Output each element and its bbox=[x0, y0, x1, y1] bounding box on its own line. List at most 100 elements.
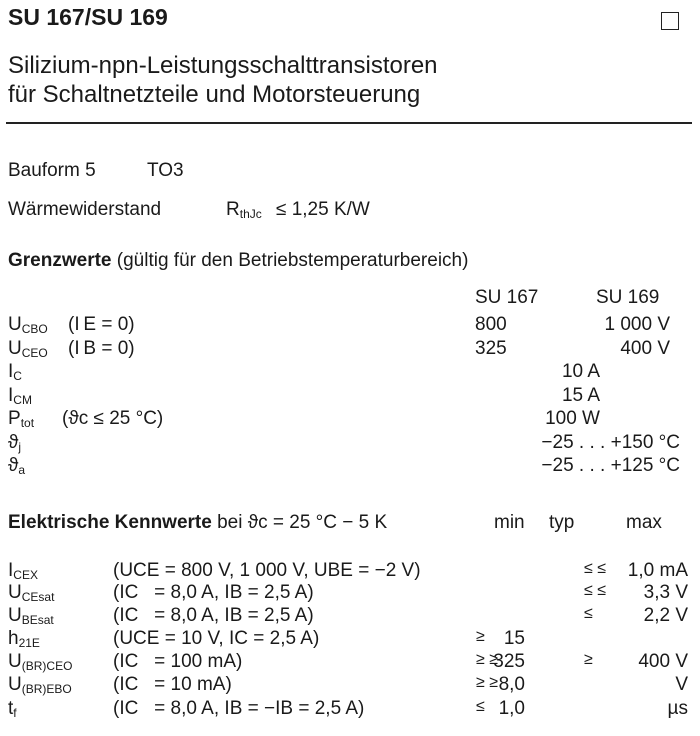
param-condition: (IC = 8,0 A, IB = −IB = 2,5 A) bbox=[113, 698, 365, 719]
symbol-sub: BEsat bbox=[21, 613, 54, 627]
max-operator: ≤ bbox=[584, 605, 593, 622]
limit-condition: (I E = 0) bbox=[68, 314, 135, 335]
symbol: I bbox=[8, 560, 14, 581]
limit-symbol: UCBO bbox=[8, 314, 48, 336]
symbol: U bbox=[8, 314, 22, 335]
max-operator: ≥ bbox=[584, 651, 593, 668]
limit-symbol: ICM bbox=[8, 385, 32, 407]
max-value: 400 V bbox=[638, 651, 688, 672]
limit-value-both: −25 . . . +125 °C bbox=[541, 455, 680, 476]
symbol: ϑ bbox=[8, 455, 19, 476]
symbol-sub: (BR)CEO bbox=[21, 659, 73, 673]
min-value: 325 bbox=[493, 651, 525, 672]
param-symbol: ICEX bbox=[8, 560, 38, 582]
document-title: SU 167/SU 169 bbox=[8, 4, 168, 30]
limit-value-su167: 325 bbox=[475, 337, 507, 359]
param-symbol: U(BR)EBO bbox=[8, 674, 72, 696]
limit-symbol: Ptot bbox=[8, 408, 34, 430]
param-condition: (IC = 10 mA) bbox=[113, 674, 232, 695]
symbol-sub: a bbox=[18, 463, 26, 477]
limit-condition: (I B = 0) bbox=[68, 337, 135, 359]
min-operator: ≥ bbox=[476, 628, 485, 645]
symbol: U bbox=[8, 651, 22, 672]
col-su167: SU 167 bbox=[475, 287, 539, 308]
symbol: I bbox=[8, 361, 14, 382]
symbol-sub: tot bbox=[20, 416, 35, 430]
param-symbol: UCEsat bbox=[8, 582, 54, 604]
symbol: U bbox=[8, 337, 22, 359]
limit-value-both: 15 A bbox=[561, 384, 600, 406]
param-condition: (IC = 8,0 A, IB = 2,5 A) bbox=[113, 605, 314, 626]
symbol-sub: thJc bbox=[239, 207, 262, 221]
col-typ: typ bbox=[549, 512, 575, 533]
symbol-sub: f bbox=[13, 706, 17, 720]
param-condition: (UCE = 10 V, IC = 2,5 A) bbox=[113, 628, 320, 649]
symbol: U bbox=[8, 674, 22, 695]
col-max: max bbox=[626, 512, 662, 533]
checkbox-square bbox=[661, 12, 679, 30]
subtitle-line-2: für Schaltnetzteile und Motorsteuerung bbox=[8, 81, 421, 108]
max-operator: ≤ ≤ bbox=[584, 560, 607, 577]
limits-title: Grenzwerte bbox=[8, 250, 112, 271]
param-symbol: UBEsat bbox=[8, 605, 54, 627]
limit-symbol: UCEO bbox=[8, 338, 48, 360]
symbol: U bbox=[8, 582, 22, 603]
min-operator: ≥ ≥ bbox=[476, 674, 499, 691]
symbol: U bbox=[8, 605, 22, 626]
symbol: I bbox=[8, 384, 14, 406]
limit-symbol: ϑj bbox=[8, 432, 21, 454]
max-operator: ≤ ≤ bbox=[584, 582, 607, 599]
max-value: 1,0 mA bbox=[627, 560, 688, 581]
limit-value-both: 100 W bbox=[545, 408, 600, 429]
symbol-sub: (BR)EBO bbox=[21, 682, 72, 696]
max-value: 2,2 V bbox=[643, 605, 688, 626]
limit-condition: (ϑc ≤ 25 °C) bbox=[62, 408, 164, 429]
param-symbol: tf bbox=[8, 698, 17, 720]
subtitle-line-1: Silizium-npn-Leistungsschalttransistoren bbox=[8, 52, 438, 79]
limit-value-both: 10 A bbox=[561, 361, 600, 382]
param-symbol: h21E bbox=[8, 628, 40, 650]
symbol-sub: C bbox=[13, 369, 22, 383]
max-value: 3,3 V bbox=[643, 582, 688, 603]
symbol-sub: CEX bbox=[13, 568, 38, 582]
symbol-sub: CEO bbox=[21, 345, 48, 360]
electrical-heading: Elektrische Kennwerte bei ϑc = 25 °C − 5… bbox=[8, 512, 387, 534]
thermal-resistance-label: Wärmewiderstand bbox=[8, 199, 162, 220]
symbol-sub: CEsat bbox=[21, 590, 55, 604]
electrical-note: bei ϑc = 25 °C − 5 K bbox=[217, 512, 388, 533]
limit-value-su169: 1 000 V bbox=[604, 314, 671, 335]
thermal-resistance-symbol: RthJc bbox=[226, 199, 262, 221]
electrical-title: Elektrische Kennwerte bbox=[8, 512, 212, 533]
limit-symbol: IC bbox=[8, 361, 22, 383]
col-min: min bbox=[494, 512, 525, 533]
limit-value-su167: 800 bbox=[475, 314, 507, 335]
symbol: P bbox=[8, 408, 21, 429]
param-condition: (UCE = 800 V, 1 000 V, UBE = −2 V) bbox=[113, 560, 421, 581]
thermal-resistance-value: ≤ 1,25 K/W bbox=[276, 199, 370, 220]
limit-value-su169: 400 V bbox=[620, 337, 670, 359]
divider bbox=[6, 122, 692, 124]
max-value: µs bbox=[667, 698, 688, 719]
param-condition: (IC = 100 mA) bbox=[113, 651, 243, 672]
bauform-label: Bauform 5 bbox=[8, 160, 96, 181]
col-su169: SU 169 bbox=[596, 287, 660, 308]
limit-value-both: −25 . . . +150 °C bbox=[541, 431, 680, 453]
symbol-sub: 21E bbox=[18, 636, 40, 650]
max-value: V bbox=[675, 674, 688, 695]
limit-symbol: ϑa bbox=[8, 455, 25, 477]
param-symbol: U(BR)CEO bbox=[8, 651, 72, 673]
symbol: ϑ bbox=[8, 431, 19, 453]
min-operator: ≤ bbox=[476, 698, 485, 715]
limits-note: (gültig für den Betriebstemperaturbereic… bbox=[116, 250, 469, 271]
min-value: 15 bbox=[503, 628, 525, 649]
symbol-sub: CBO bbox=[21, 322, 48, 336]
symbol: h bbox=[8, 628, 19, 649]
min-operator: ≥ ≥ bbox=[476, 651, 499, 668]
symbol: t bbox=[8, 698, 14, 719]
symbol-sub: CM bbox=[13, 392, 32, 407]
symbol: R bbox=[226, 199, 240, 220]
limits-heading: Grenzwerte (gültig für den Betriebstempe… bbox=[8, 250, 468, 272]
symbol-sub: j bbox=[18, 439, 22, 454]
min-value: 8,0 bbox=[498, 674, 525, 695]
min-value: 1,0 bbox=[498, 698, 525, 719]
